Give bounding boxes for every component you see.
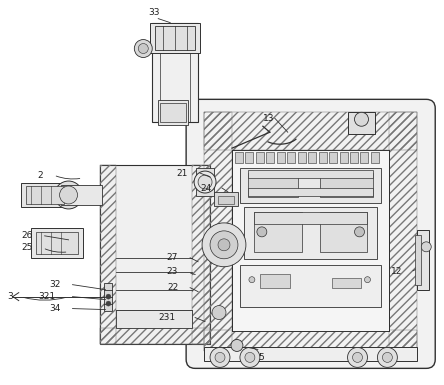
Bar: [196, 168, 214, 196]
Bar: [116, 310, 192, 328]
Circle shape: [354, 112, 369, 126]
Bar: [248, 173, 298, 197]
Bar: [415, 235, 421, 285]
Bar: [26, 186, 63, 204]
Circle shape: [215, 352, 225, 362]
Text: 34: 34: [49, 304, 60, 313]
Circle shape: [198, 175, 212, 189]
Bar: [204, 112, 232, 352]
Circle shape: [138, 44, 148, 54]
Circle shape: [382, 352, 392, 362]
FancyBboxPatch shape: [186, 99, 435, 368]
Circle shape: [202, 223, 246, 267]
Bar: [320, 173, 373, 197]
Bar: [214, 192, 238, 206]
Text: 27: 27: [167, 253, 178, 262]
Circle shape: [348, 347, 368, 367]
Text: 25: 25: [21, 243, 33, 252]
Bar: [417, 230, 429, 290]
Bar: [348, 112, 376, 134]
Circle shape: [194, 171, 216, 193]
Bar: [218, 196, 234, 204]
Text: 23: 23: [167, 267, 178, 276]
Bar: [155, 26, 195, 50]
Circle shape: [245, 352, 255, 362]
Bar: [361, 152, 369, 163]
Circle shape: [257, 227, 267, 237]
Bar: [389, 112, 417, 352]
Bar: [204, 112, 417, 150]
Bar: [246, 152, 254, 163]
Bar: [340, 152, 348, 163]
Text: 22: 22: [167, 283, 178, 292]
Circle shape: [218, 239, 230, 251]
Circle shape: [59, 186, 78, 204]
Circle shape: [106, 294, 111, 299]
Circle shape: [135, 40, 152, 57]
Circle shape: [377, 347, 397, 367]
Bar: [104, 283, 112, 311]
Bar: [248, 170, 373, 178]
Bar: [204, 330, 417, 352]
Bar: [371, 152, 379, 163]
Circle shape: [210, 231, 238, 259]
Bar: [332, 278, 361, 288]
Bar: [204, 347, 417, 362]
Text: 13: 13: [263, 114, 274, 123]
Bar: [329, 152, 337, 163]
Circle shape: [365, 277, 370, 283]
Bar: [266, 152, 274, 163]
Circle shape: [421, 242, 431, 252]
Bar: [232, 150, 389, 331]
Circle shape: [249, 277, 255, 283]
Circle shape: [353, 352, 362, 362]
Circle shape: [231, 340, 243, 352]
Bar: [240, 265, 381, 306]
Bar: [235, 152, 243, 163]
Bar: [240, 168, 381, 203]
Text: 24: 24: [201, 184, 212, 192]
Bar: [150, 23, 200, 52]
Text: 3: 3: [7, 292, 13, 301]
Bar: [158, 100, 188, 125]
Bar: [350, 152, 358, 163]
Bar: [248, 188, 373, 196]
Bar: [298, 152, 306, 163]
Bar: [256, 152, 264, 163]
Bar: [254, 212, 302, 252]
Text: 32: 32: [49, 280, 60, 289]
Circle shape: [210, 347, 230, 367]
Bar: [36, 232, 78, 254]
Bar: [254, 212, 368, 224]
Circle shape: [106, 301, 111, 306]
Bar: [100, 328, 210, 345]
Bar: [260, 274, 290, 288]
Bar: [152, 23, 198, 122]
Text: 26: 26: [21, 231, 33, 240]
Bar: [21, 183, 66, 207]
Bar: [320, 212, 368, 252]
Bar: [287, 152, 295, 163]
Bar: [160, 103, 186, 122]
Text: 231: 231: [158, 313, 175, 322]
Circle shape: [240, 347, 260, 367]
Text: 33: 33: [148, 8, 160, 17]
Text: 2: 2: [37, 171, 43, 179]
Bar: [319, 152, 327, 163]
Text: 5: 5: [258, 353, 264, 362]
Bar: [277, 152, 285, 163]
Bar: [31, 228, 83, 258]
Bar: [308, 152, 316, 163]
Circle shape: [55, 181, 83, 209]
Bar: [192, 165, 210, 345]
Bar: [244, 207, 377, 259]
Text: 321: 321: [39, 292, 56, 301]
Bar: [100, 165, 116, 345]
Circle shape: [212, 306, 226, 320]
Text: 21: 21: [177, 169, 188, 177]
Text: 12: 12: [391, 267, 402, 276]
Circle shape: [354, 227, 365, 237]
Bar: [100, 165, 210, 345]
Bar: [60, 185, 103, 205]
